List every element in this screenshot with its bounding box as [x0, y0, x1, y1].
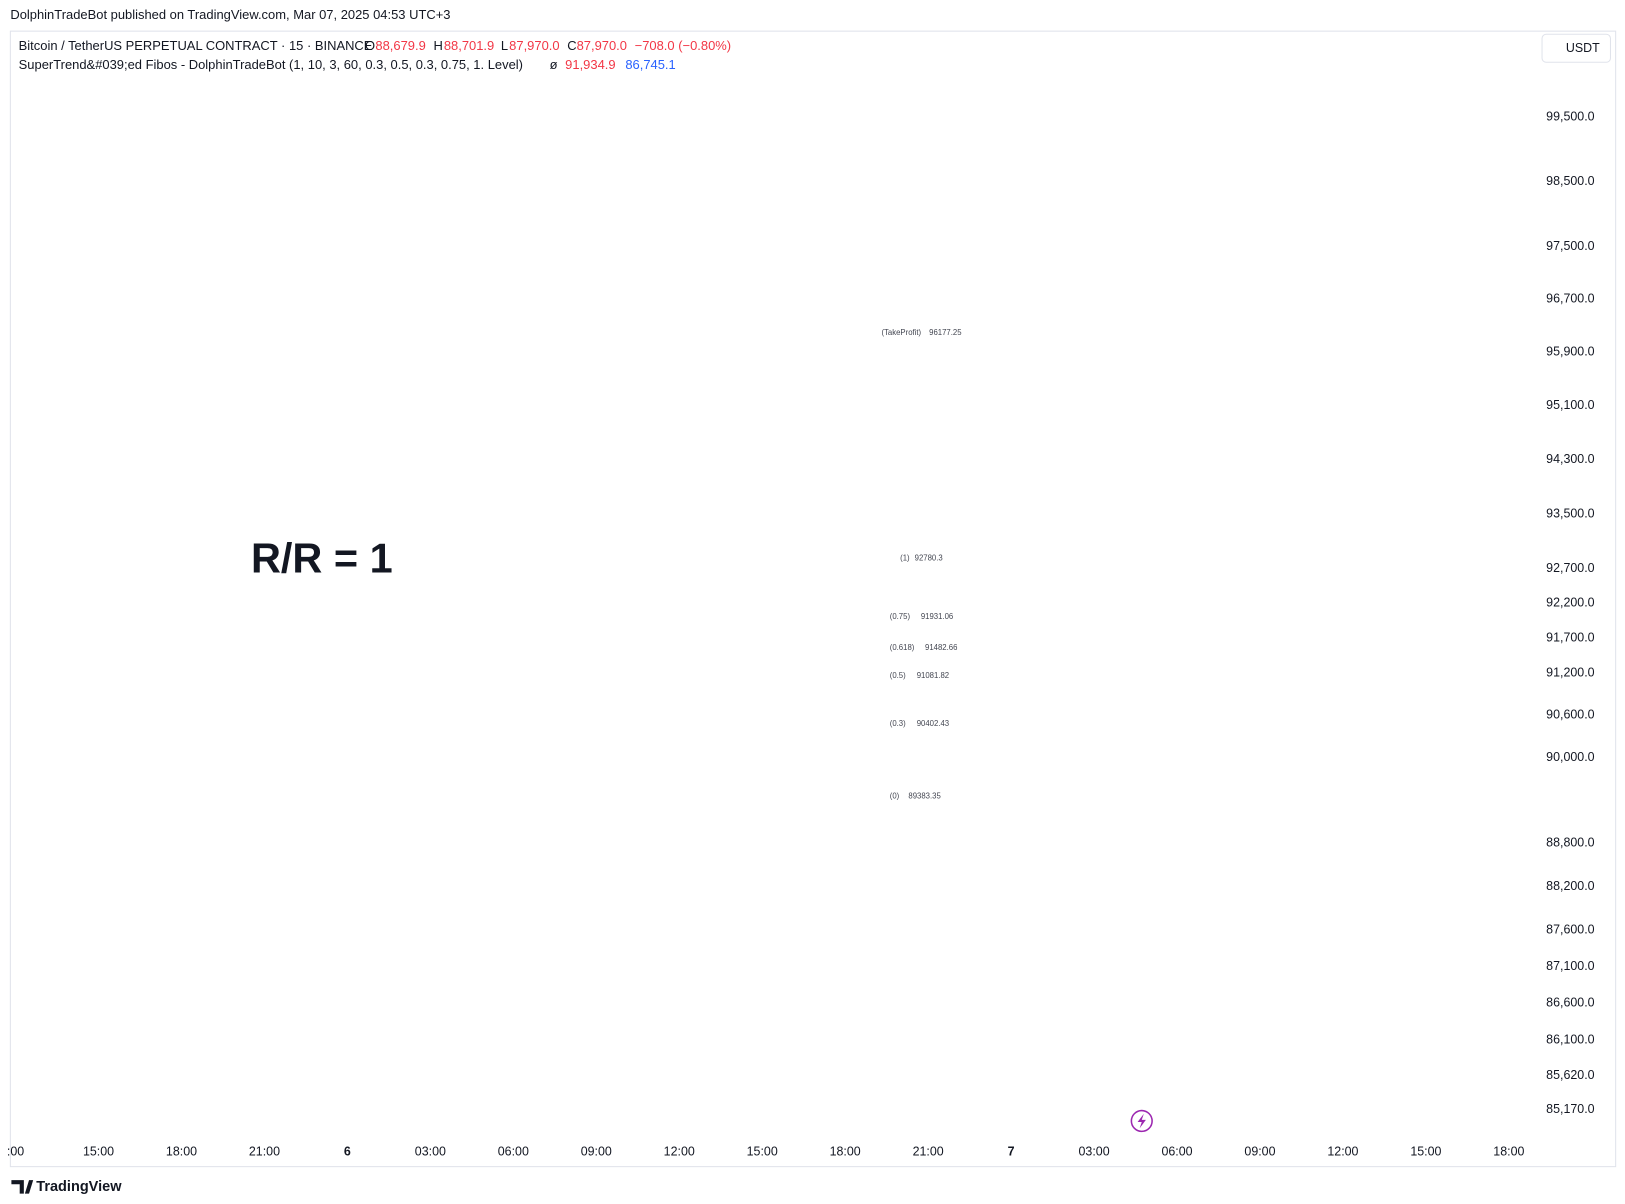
x-tick-label: 03:00	[415, 1144, 446, 1158]
price-label: 89,383.3	[1545, 794, 1593, 808]
x-tick-label: 12:00	[664, 1144, 695, 1158]
x-tick-label: 12:00	[1327, 1144, 1358, 1158]
y-tick-label: 95,900.0	[1546, 345, 1594, 359]
countdown: 06:43	[1545, 912, 1576, 926]
y-tick-label: 86,100.0	[1546, 1033, 1594, 1047]
take-profit-name: (TakeProfit)	[881, 328, 921, 337]
fib-name: (0.618)	[890, 643, 915, 652]
brand: TradingView	[36, 1179, 122, 1195]
x-tick-label: 09:00	[581, 1144, 612, 1158]
y-tick-label: 95,100.0	[1546, 398, 1594, 412]
overlay: 99,500.0 98,500.0 97,500.0 96,700.0 95,900.0…	[7, 109, 1595, 1158]
y-tick-label: 94,300.0	[1546, 452, 1594, 466]
fib-value: 92780.3	[915, 553, 943, 562]
x-tick-label: 18:00	[830, 1144, 861, 1158]
y-tick-label: 91,700.0	[1546, 630, 1594, 644]
y-tick-label: 98,500.0	[1546, 174, 1594, 188]
fib-name: (0.3)	[890, 719, 906, 728]
published-line: DolphinTradeBot published on TradingView…	[10, 7, 450, 22]
x-tick-label: 6	[344, 1144, 351, 1158]
price-label: 87,970.0	[1545, 895, 1593, 909]
chart-frame	[9, 30, 1617, 1168]
y-tick-label: 92,700.0	[1546, 561, 1594, 575]
ohlc-key: H	[433, 38, 442, 53]
x-tick-label: 21:00	[249, 1144, 280, 1158]
rr-annotation: R/R = 1	[251, 534, 393, 581]
y-tick-label: 96,700.0	[1546, 292, 1594, 306]
x-tick-label: 18:00	[166, 1144, 197, 1158]
symbol: Bitcoin / TetherUS PERPETUAL CONTRACT · …	[19, 38, 373, 53]
y-tick-label: 88,200.0	[1546, 879, 1594, 893]
x-tick-label: 15:00	[747, 1144, 778, 1158]
y-tick-label: 97,500.0	[1546, 239, 1594, 253]
ohlc-key: O	[365, 38, 375, 53]
fib-name: (0)	[890, 791, 900, 800]
x-tick-label: 09:00	[1244, 1144, 1275, 1158]
fib-value: 91482.66	[925, 643, 957, 652]
y-tick-label: 93,500.0	[1546, 506, 1594, 520]
fib-value: 91081.82	[917, 671, 949, 680]
x-tick-label: 7	[1008, 1144, 1015, 1158]
fib-value: 89383.35	[908, 791, 940, 800]
currency[interactable]: USDT	[1566, 41, 1600, 55]
ohlc-value: 88,701.9	[444, 38, 494, 53]
ohlc-value: 87,970.0	[577, 38, 627, 53]
y-tick-label: 87,100.0	[1546, 959, 1594, 973]
y-tick-label: 90,000.0	[1546, 750, 1594, 764]
ohlc-key: C	[567, 38, 576, 53]
y-tick-label: 90,600.0	[1546, 707, 1594, 721]
y-tick-label: 91,200.0	[1546, 665, 1594, 679]
y-tick-label: 87,600.0	[1546, 922, 1594, 936]
x-tick-label: 06:00	[498, 1144, 529, 1158]
fib-name: (1)	[900, 553, 910, 562]
x-tick-label: 15:00	[83, 1144, 114, 1158]
y-tick-label: 86,600.0	[1546, 996, 1594, 1010]
indicator: SuperTrend&#039;ed Fibos - DolphinTradeB…	[19, 57, 523, 72]
x-tick-label: 03:00	[1078, 1144, 1109, 1158]
take-profit-value: 96177.25	[929, 328, 961, 337]
fib-value: 90402.43	[917, 719, 949, 728]
x-tick-label: 06:00	[1161, 1144, 1192, 1158]
x-tick-label: :00	[7, 1144, 24, 1158]
fib-name: (0.5)	[890, 671, 906, 680]
currency-button[interactable]	[1541, 33, 1612, 63]
ohlc-value: 87,970.0	[509, 38, 559, 53]
y-tick-label: 99,500.0	[1546, 109, 1594, 123]
x-tick-label: 18:00	[1493, 1144, 1524, 1158]
ohlc-value: 88,679.9	[375, 38, 425, 53]
price-label: 91,934.9	[1545, 614, 1593, 628]
indicator-value: 91,934.9	[565, 57, 615, 72]
fib-value: 91931.06	[921, 612, 953, 621]
x-tick-label: 21:00	[913, 1144, 944, 1158]
indicator-icon: ø	[550, 57, 558, 72]
event-bolt	[1137, 1113, 1146, 1129]
brand-logo	[11, 1180, 34, 1194]
ohlc-key: L	[501, 38, 508, 53]
y-tick-label: 85,620.0	[1546, 1068, 1594, 1082]
y-tick-label: 92,200.0	[1546, 596, 1594, 610]
price-label: 86,745.1	[1545, 985, 1593, 999]
y-tick-label: 85,170.0	[1546, 1102, 1594, 1116]
change: −708.0 (−0.80%)	[635, 38, 731, 53]
indicator-value: 86,745.1	[625, 57, 675, 72]
fib-name: (0.75)	[890, 612, 911, 621]
y-tick-label: 88,800.0	[1546, 836, 1594, 850]
x-tick-label: 15:00	[1410, 1144, 1441, 1158]
